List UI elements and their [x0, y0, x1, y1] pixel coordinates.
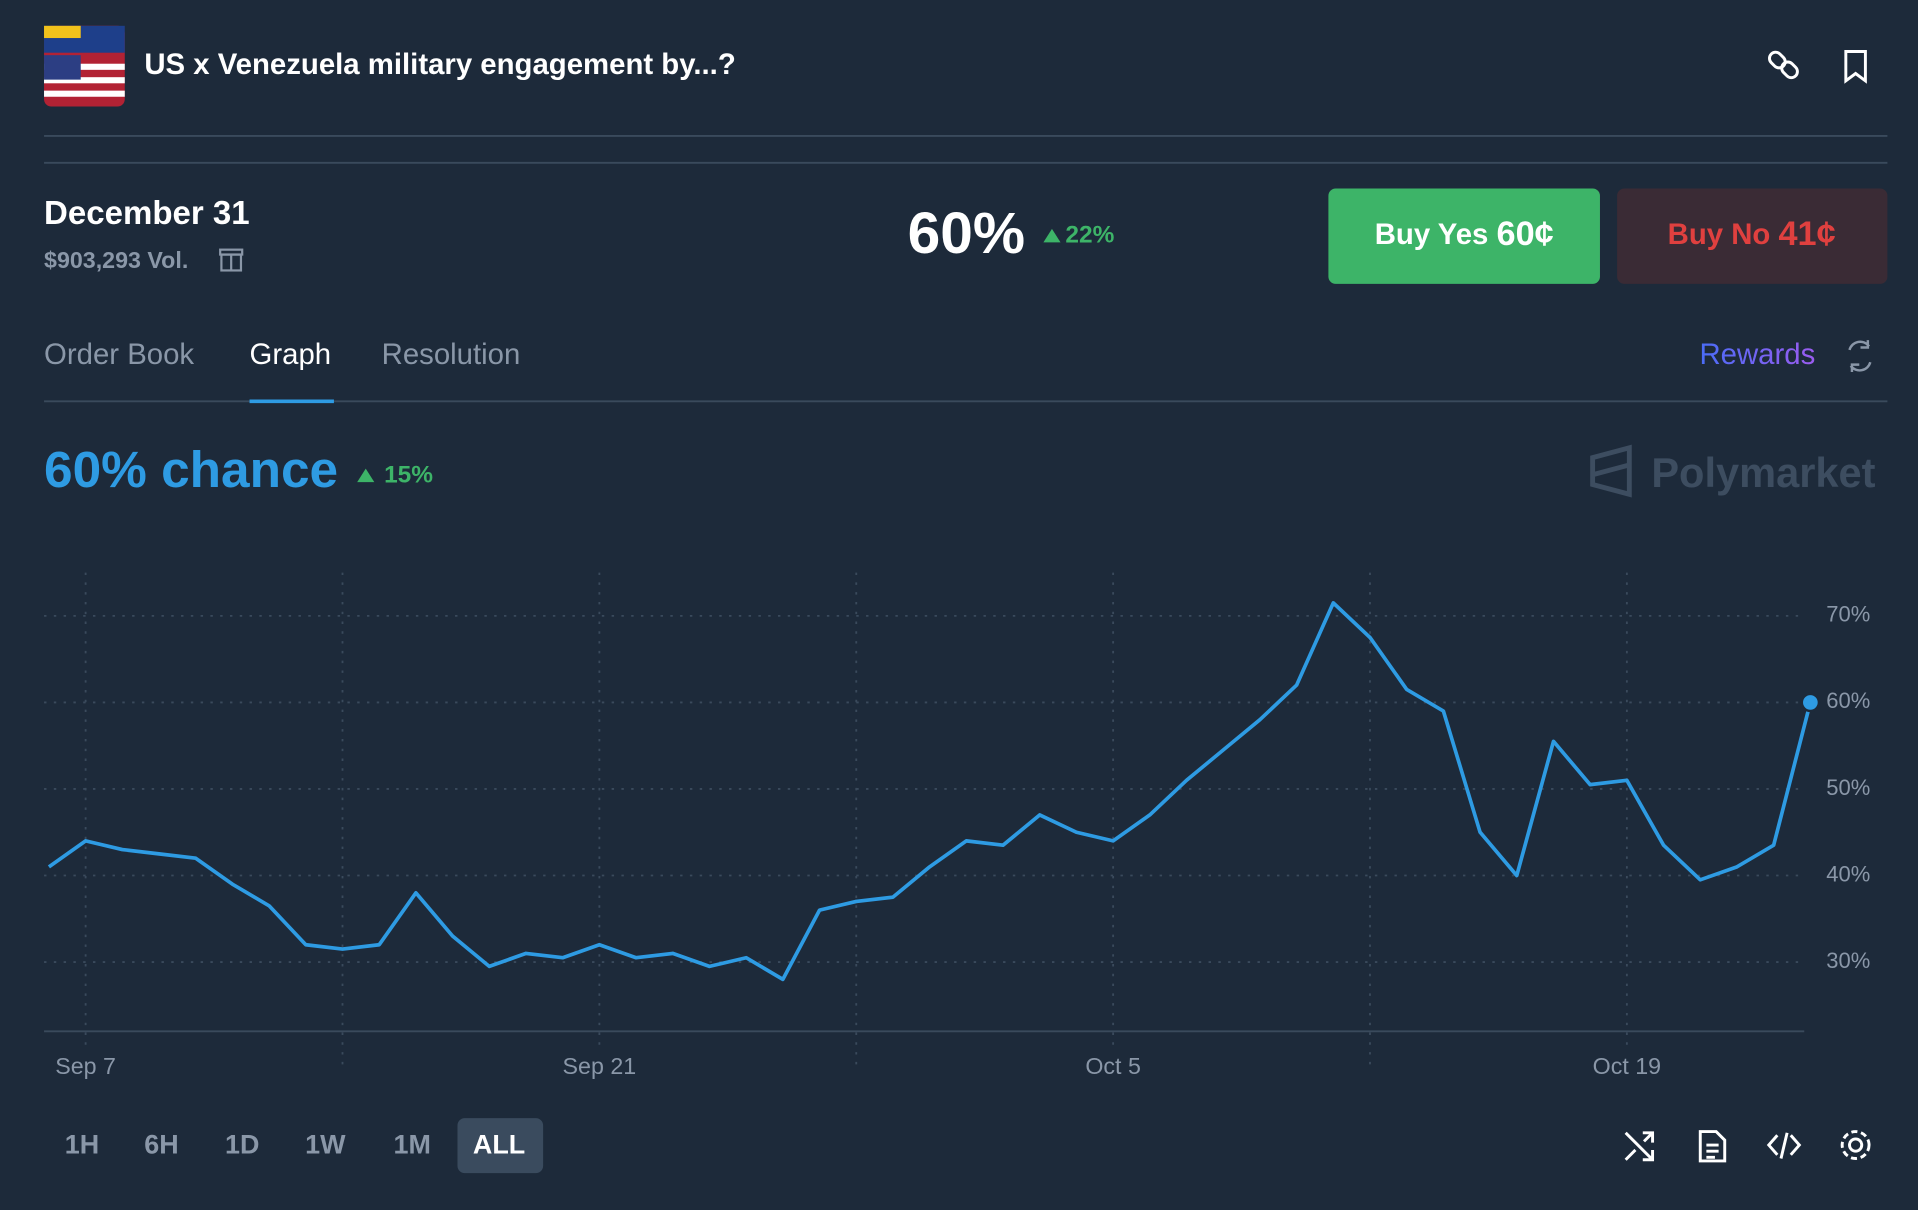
up-arrow	[1043, 228, 1061, 243]
chance-change: 15%	[384, 461, 433, 488]
y-tick-label: 50%	[1826, 775, 1870, 800]
price-line	[47, 601, 1813, 982]
y-tick-label: 30%	[1826, 948, 1870, 973]
price-change: 22%	[1065, 222, 1114, 249]
document-icon[interactable]	[1698, 1130, 1727, 1163]
buy-yes-text: Buy Yes 60¢	[1375, 215, 1554, 253]
y-tick-label: 70%	[1826, 602, 1870, 627]
buy-yes-button[interactable]	[1328, 188, 1600, 284]
brand-logo	[1590, 444, 1632, 498]
link-icon[interactable]	[1767, 50, 1800, 81]
price: 60%	[908, 201, 1026, 266]
brand: Polymarket	[1651, 449, 1875, 496]
gift-icon	[219, 248, 244, 272]
settings-icon[interactable]	[1848, 1137, 1864, 1153]
range-active-bg	[457, 1118, 544, 1174]
range-button[interactable]: 1M	[394, 1129, 431, 1159]
chart: 30% 40% 50% 60% 70% Sep 7 Sep 21 Oct 5 Oct 19	[44, 572, 1870, 1079]
refresh-icon[interactable]	[1848, 340, 1872, 372]
x-tick-label: Sep 21	[563, 1053, 637, 1079]
tab-active[interactable]: Graph	[250, 338, 332, 371]
y-tick-label: 60%	[1826, 688, 1870, 713]
range-button[interactable]: 1D	[225, 1129, 259, 1159]
shuffle-icon[interactable]	[1624, 1131, 1655, 1162]
code-icon[interactable]	[1766, 1132, 1802, 1159]
tab[interactable]: Order Book	[44, 338, 194, 371]
bookmark-icon[interactable]	[1844, 50, 1867, 84]
chance: 60% chance	[44, 440, 338, 498]
x-tick-label: Sep 7	[55, 1053, 116, 1079]
buy-no-text: Buy No 41¢	[1668, 215, 1836, 253]
rewards-link[interactable]: Rewards	[1699, 338, 1815, 371]
market-title: US x Venezuela military engagement by...…	[144, 48, 735, 81]
toolbar-icons	[1624, 1130, 1871, 1163]
outcome-name: December 31	[44, 194, 250, 231]
flag-icon	[44, 25, 125, 107]
range-button[interactable]: ALL	[473, 1129, 525, 1159]
x-tick-label: Oct 19	[1593, 1053, 1661, 1079]
last-point	[1800, 692, 1821, 713]
tab[interactable]: Resolution	[382, 338, 521, 371]
buy-no-button[interactable]	[1617, 188, 1888, 284]
volume: $903,293 Vol.	[44, 247, 188, 273]
range-button[interactable]: 1H	[65, 1129, 99, 1159]
range-selector: 1H 6H 1D 1W 1M ALL	[65, 1118, 544, 1174]
y-tick-label: 40%	[1826, 861, 1870, 886]
x-tick-label: Oct 5	[1085, 1053, 1141, 1079]
up-arrow	[357, 468, 375, 483]
range-button[interactable]: 1W	[305, 1129, 346, 1159]
range-button[interactable]: 6H	[144, 1129, 178, 1159]
